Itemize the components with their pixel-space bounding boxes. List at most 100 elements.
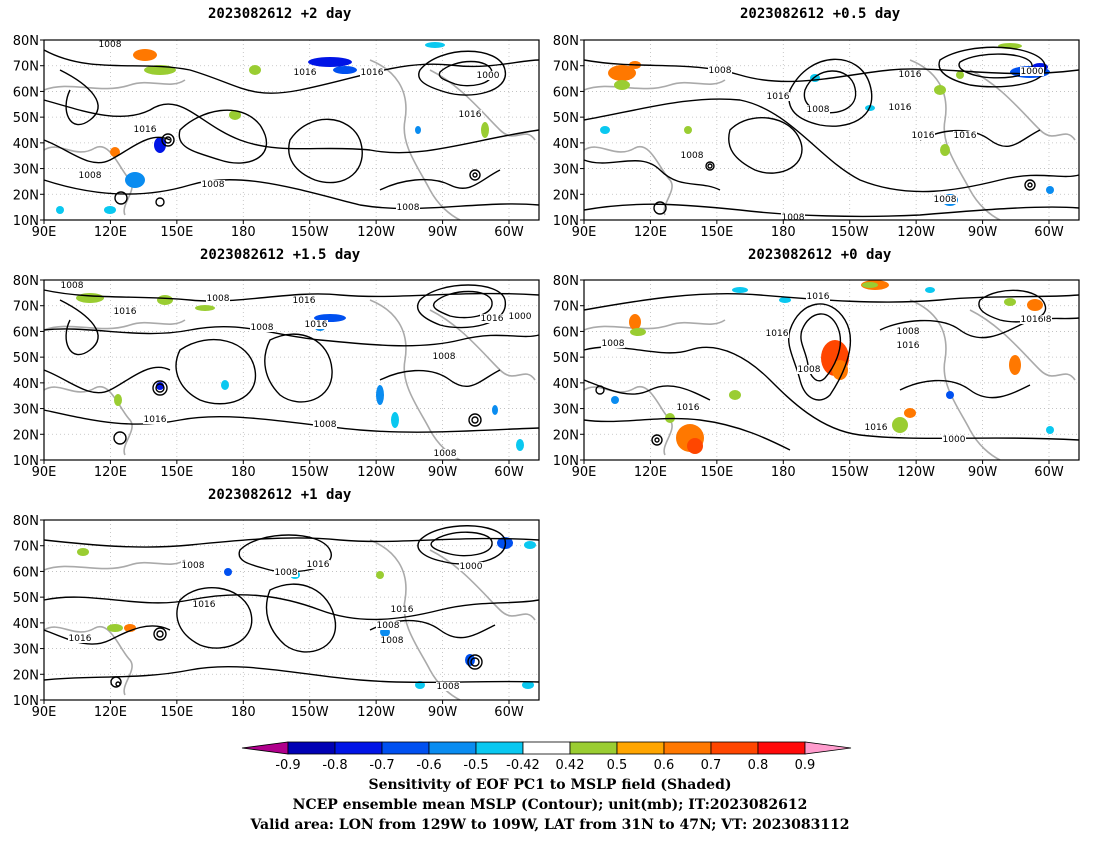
lon-tick-label: 180 bbox=[231, 465, 256, 480]
contour-label: 1016 bbox=[307, 560, 330, 570]
contour-label-bg bbox=[304, 320, 328, 329]
lat-tick-label: 40N bbox=[553, 377, 579, 392]
contour-label-bg bbox=[292, 296, 316, 305]
contour-label: 1016 bbox=[193, 600, 216, 610]
lon-tick-label: 90W bbox=[428, 705, 458, 720]
lat-tick-label: 30N bbox=[13, 643, 39, 658]
graticule bbox=[584, 280, 1079, 460]
lon-tick-label: 90W bbox=[968, 225, 998, 240]
lon-tick-label: 150W bbox=[291, 705, 329, 720]
lon-tick-label: 150W bbox=[291, 465, 329, 480]
contour-label: 1008 bbox=[314, 420, 337, 430]
contour-label: 1008 bbox=[434, 449, 457, 459]
contour-label: 1008 bbox=[681, 151, 704, 161]
contour-label-bg bbox=[68, 634, 92, 643]
contour-label-bg bbox=[911, 131, 935, 140]
colorbar-box bbox=[287, 741, 336, 755]
contour-label: 1016 bbox=[767, 92, 790, 102]
lat-tick-label: 40N bbox=[553, 137, 579, 152]
colorbar-tick-label: 0.42 bbox=[556, 758, 585, 773]
lon-tick-label: 90W bbox=[428, 465, 458, 480]
mslp-contours bbox=[43, 525, 540, 688]
contour-label-bg bbox=[133, 125, 157, 134]
contour-label: 1008 bbox=[275, 568, 298, 578]
lon-tick-label: 120E bbox=[634, 225, 667, 240]
contour-label: 1016 bbox=[897, 341, 920, 351]
contour-label-bg bbox=[896, 341, 920, 350]
colorbar-tick-label: -0.6 bbox=[416, 758, 441, 773]
contour-label-bg bbox=[181, 561, 205, 570]
lat-tick-label: 60N bbox=[13, 325, 39, 340]
lat-tick-label: 50N bbox=[553, 111, 579, 126]
map-panel-p5: 1008 1016 1008 1016 1016 1008 1016 1000 1008 1008… bbox=[13, 514, 540, 720]
lat-tick-label: 30N bbox=[13, 163, 39, 178]
colorbar-tick-label: 0.9 bbox=[795, 758, 816, 773]
colorbar-box bbox=[663, 741, 712, 755]
contour-label: 1008 bbox=[377, 621, 400, 631]
lon-tick-label: 150E bbox=[160, 465, 193, 480]
lat-tick-label: 50N bbox=[13, 591, 39, 606]
contour-label-bg bbox=[942, 435, 966, 444]
contour-label-bg bbox=[480, 314, 504, 323]
contour-label-bg bbox=[797, 365, 821, 374]
contour-label: 1016 bbox=[865, 423, 888, 433]
contour-label: 1016 bbox=[807, 292, 830, 302]
caption-line-2: NCEP ensemble mean MSLP (Contour); unit(… bbox=[292, 797, 808, 813]
colorbar-tick-label: 0.5 bbox=[607, 758, 628, 773]
caption-line-1: Sensitivity of EOF PC1 to MSLP field (Sh… bbox=[368, 777, 732, 793]
contour-label-bg bbox=[380, 636, 404, 645]
contour-label-bg bbox=[313, 420, 337, 429]
contour-label-bg bbox=[458, 110, 482, 119]
colorbar-tick-label: 0.6 bbox=[654, 758, 675, 773]
lon-tick-label: 120W bbox=[357, 225, 395, 240]
contour-label: 1016 bbox=[391, 605, 414, 615]
graticule bbox=[584, 40, 1079, 220]
contour-label-bg bbox=[766, 92, 790, 101]
lat-tick-label: 70N bbox=[13, 540, 39, 555]
contour-label: 1008 bbox=[99, 40, 122, 50]
contour-label-bg bbox=[459, 562, 483, 571]
lat-tick-label: 70N bbox=[553, 60, 579, 75]
contour-label-bg bbox=[436, 682, 460, 691]
lat-tick-label: 50N bbox=[13, 351, 39, 366]
lon-tick-label: 120W bbox=[357, 705, 395, 720]
contour-label: 1008 bbox=[807, 105, 830, 115]
lat-tick-label: 60N bbox=[553, 325, 579, 340]
colorbar-box bbox=[334, 741, 383, 755]
lat-tick-label: 70N bbox=[13, 60, 39, 75]
lon-tick-label: 120E bbox=[94, 225, 127, 240]
lon-tick-label: 120E bbox=[634, 465, 667, 480]
contour-label: 1008 bbox=[79, 171, 102, 181]
lat-tick-label: 30N bbox=[553, 163, 579, 178]
contour-label-bg bbox=[896, 327, 920, 336]
colorbar-box bbox=[710, 741, 759, 755]
contour-label: 1008 bbox=[709, 66, 732, 76]
colorbar-arrow-low bbox=[241, 741, 289, 755]
lon-tick-label: 90E bbox=[32, 225, 57, 240]
map-panel-p4: 1016100810161008100810161016101610001008… bbox=[553, 274, 1080, 480]
contour-label-bg bbox=[433, 449, 457, 458]
map-frame bbox=[43, 279, 540, 461]
sensitivity-shading bbox=[600, 43, 1054, 206]
colorbar-tick-label: 0.7 bbox=[701, 758, 722, 773]
contour-label: 1008 bbox=[251, 323, 274, 333]
map-frame bbox=[583, 39, 1080, 221]
contour-label-bg bbox=[888, 103, 912, 112]
contour-label-bg bbox=[201, 180, 225, 189]
lat-tick-label: 20N bbox=[13, 188, 39, 203]
contour-label-bg bbox=[306, 560, 330, 569]
contour-label-bg bbox=[953, 131, 977, 140]
contour-label: 1000 bbox=[1021, 67, 1044, 77]
graticule bbox=[44, 280, 539, 460]
contour-label-bg bbox=[143, 415, 167, 424]
lon-tick-label: 150E bbox=[700, 465, 733, 480]
contour-label: 1008 bbox=[798, 365, 821, 375]
caption-line-3: Valid area: LON from 129W to 109W, LAT f… bbox=[250, 817, 850, 833]
contour-label-bg bbox=[676, 403, 700, 412]
panel-title-p1: 2023082612 +2 day bbox=[208, 6, 352, 22]
lon-tick-label: 60W bbox=[494, 225, 524, 240]
lon-tick-label: 120W bbox=[897, 465, 935, 480]
contour-label-bg bbox=[680, 151, 704, 160]
lat-tick-label: 10N bbox=[13, 454, 39, 469]
colorbar-tick-label: 0.8 bbox=[748, 758, 769, 773]
